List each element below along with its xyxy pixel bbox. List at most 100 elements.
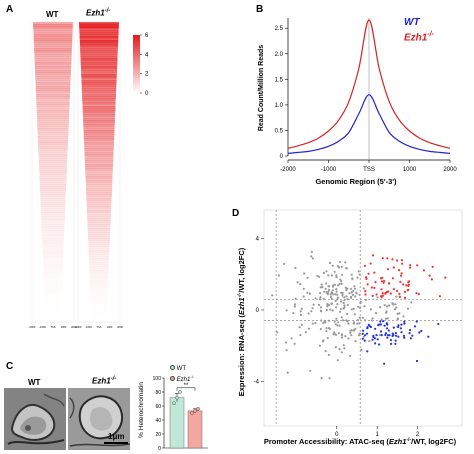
scatter-point-ns: [364, 319, 367, 322]
panel-letter-c: C: [6, 361, 14, 372]
heatmap-row: [42, 252, 64, 255]
scatter-point-ns: [339, 278, 342, 281]
heatmap-row: [45, 296, 62, 298]
heatmap-row: [45, 298, 62, 300]
heatmap-row: [82, 98, 116, 101]
heatmap-row: [43, 258, 63, 260]
scatter-point-ns: [320, 283, 323, 286]
heatmap-col-label-wt: WT: [46, 10, 59, 19]
scatter-point-down: [361, 332, 364, 335]
scatter-point-up: [371, 254, 375, 257]
heatmap-row: [36, 92, 70, 95]
heatmap-row: [35, 68, 71, 71]
heatmap-row: [40, 188, 66, 191]
heatmap-row: [91, 294, 108, 296]
em-label-wt: WT: [28, 378, 41, 387]
heatmap-row: [34, 44, 73, 47]
scatter-point-ns: [329, 293, 332, 296]
scatter-point-ns: [348, 292, 351, 295]
scatter-point-ns: [349, 331, 352, 334]
heatmap-row: [79, 26, 119, 29]
heatmap-row: [36, 108, 70, 111]
scatter-point-up: [383, 279, 386, 283]
scatter-point-up: [409, 264, 412, 267]
scatter-point-ns: [337, 332, 340, 335]
scatter-point-ns: [353, 313, 356, 316]
heatmap-row: [43, 262, 63, 264]
scatter-point-ns: [334, 333, 337, 336]
heatmap-row: [84, 152, 114, 155]
scatter-point-ns: [334, 323, 337, 326]
colorbar-tick-label: 4: [145, 52, 149, 58]
legend-ezh1-sup: -/-: [427, 31, 434, 38]
scatter-point-ns: [298, 326, 301, 329]
scatter-point-up: [415, 292, 418, 295]
heatmap-row: [84, 144, 114, 147]
heatmap-row: [88, 252, 110, 255]
scale-bar: [104, 442, 128, 444]
scatter-point-down: [411, 334, 414, 337]
scatter-point-ns: [322, 271, 325, 274]
scatter-point-ns: [329, 295, 333, 298]
colorbar: [133, 35, 140, 93]
scatter-point-down: [376, 338, 379, 341]
heatmap-row: [79, 22, 119, 25]
heatmap-row: [81, 86, 117, 89]
line-chart-x-tick-label: TSS: [363, 167, 375, 173]
heatmap-row: [45, 310, 61, 312]
scatter-point-ns: [325, 270, 328, 273]
scatter-point-down: [400, 331, 403, 334]
scatter-point-ns: [322, 297, 325, 300]
scatter-point-ns: [336, 265, 339, 268]
heatmap-row: [90, 290, 107, 292]
heatmap-row: [86, 194, 112, 197]
scatter-point-ns: [309, 369, 312, 372]
scatter-point-down: [385, 327, 389, 330]
heatmap-row: [80, 56, 118, 59]
heatmap-row: [83, 126, 115, 129]
scatter-point-up: [444, 276, 447, 279]
heatmap-row: [86, 204, 112, 207]
heatmap-row: [37, 130, 69, 133]
heatmap-row: [34, 64, 72, 67]
scatter-point-down: [388, 334, 391, 337]
heatmap-row: [42, 248, 64, 251]
heatmap-row: [83, 138, 115, 141]
scatter-point-down: [383, 362, 386, 365]
heatmap-row: [91, 314, 106, 316]
scatter-point-down: [361, 337, 364, 340]
heatmap-row: [44, 286, 62, 288]
heatmap-row: [83, 128, 115, 131]
legend-ezh1-text: Ezh1: [404, 32, 428, 44]
heatmap-row: [89, 272, 109, 275]
scatter-point-ns: [335, 290, 338, 293]
scatter-point-ns: [338, 260, 342, 263]
heatmap-row: [33, 26, 73, 29]
heatmap-row: [40, 202, 66, 205]
scatter-ylabel-gene: Ezh1: [237, 297, 246, 315]
heatmap-tick-label: 1000: [61, 325, 67, 329]
line-chart-series: [287, 19, 451, 154]
scatter-ylabel-prefix: Expression: RNA-seq (: [237, 314, 246, 396]
heatmap-row: [42, 236, 64, 239]
scatter-point-ns: [383, 304, 386, 307]
heatmap-row: [35, 70, 71, 73]
scatter-point-ns: [358, 273, 361, 276]
scatter-point-down: [384, 333, 387, 336]
heatmap-row: [44, 278, 62, 280]
heatmap-row: [33, 36, 73, 39]
heatmap-row: [85, 178, 113, 181]
heatmap-row: [91, 310, 107, 312]
scatter-point-ns: [352, 329, 355, 332]
heatmap-row: [86, 206, 112, 209]
heatmap-row: [44, 274, 63, 276]
scatter-point-down: [379, 323, 382, 326]
heatmap-row: [87, 230, 111, 233]
bar-legend: WT Ezh1-/-: [170, 365, 194, 384]
heatmap-row: [41, 228, 65, 231]
heatmap-ezh1: [77, 21, 121, 323]
scatter-point-up: [416, 264, 419, 267]
scatter-point-ns: [371, 317, 374, 320]
heatmap-col-label-ezh1-text: Ezh1: [86, 8, 105, 18]
scatter-point-ns: [395, 295, 398, 298]
